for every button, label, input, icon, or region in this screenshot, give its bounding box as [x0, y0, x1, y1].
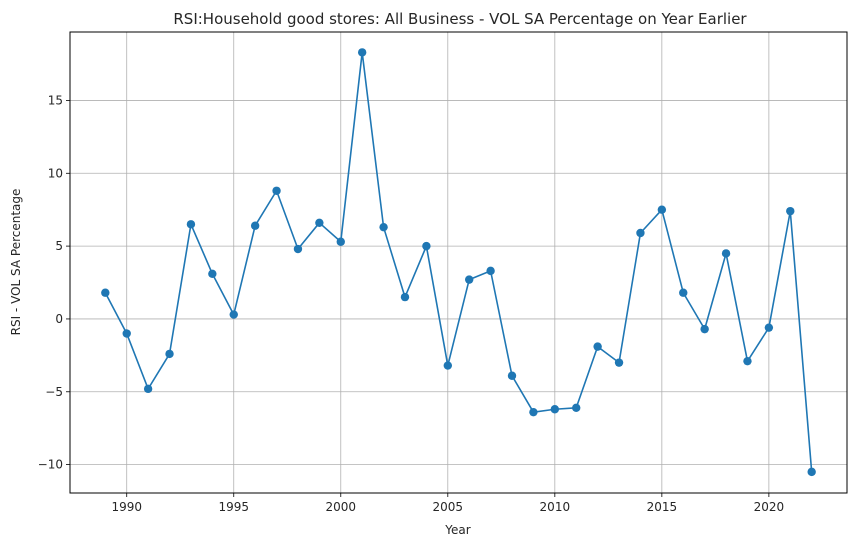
data-point — [186, 220, 196, 229]
y-tick-label: −5 — [45, 385, 63, 399]
data-point — [208, 269, 217, 278]
data-point — [165, 349, 174, 359]
data-point — [143, 384, 153, 394]
data-point — [357, 48, 367, 57]
data-point — [101, 288, 110, 297]
x-axis: 1990 1995 2000 2005 2010 2015 2020 — [111, 493, 784, 514]
data-point — [657, 205, 667, 214]
y-tick-label: 15 — [48, 93, 63, 107]
grid — [70, 32, 847, 493]
data-point — [743, 356, 752, 366]
data-point — [229, 310, 238, 319]
data-point — [400, 292, 410, 302]
y-tick-label: 5 — [55, 239, 63, 253]
data-point — [786, 206, 795, 216]
series-line — [104, 51, 813, 472]
x-tick-label: 1995 — [218, 500, 249, 514]
data-point — [636, 228, 645, 238]
y-axis: −10 −5 0 5 10 15 — [38, 93, 70, 472]
data-point — [721, 249, 731, 258]
series-layer — [101, 48, 816, 477]
chart-title: RSI:Household good stores: All Business … — [173, 10, 747, 28]
y-tick-label: 10 — [48, 166, 63, 180]
data-point — [422, 241, 431, 251]
data-point — [250, 221, 260, 230]
data-point — [572, 403, 581, 412]
data-point — [614, 358, 624, 367]
x-tick-label: 2000 — [325, 500, 356, 514]
data-point — [529, 407, 538, 417]
data-point — [293, 244, 303, 254]
data-point — [550, 405, 560, 414]
y-axis-label: RSI - VOL SA Percentage — [9, 189, 23, 336]
data-point — [807, 467, 816, 477]
data-point — [336, 237, 345, 246]
data-point — [315, 218, 324, 228]
x-tick-label: 2015 — [647, 500, 678, 514]
y-tick-label: 0 — [55, 312, 63, 326]
data-point — [465, 275, 474, 284]
data-point — [593, 342, 602, 351]
data-point — [764, 323, 774, 332]
data-point — [379, 222, 388, 232]
data-point — [122, 329, 131, 338]
data-point — [272, 186, 281, 195]
data-point — [679, 288, 688, 297]
x-tick-label: 2010 — [540, 500, 571, 514]
x-axis-label: Year — [444, 523, 470, 537]
data-point — [507, 371, 517, 380]
data-point — [443, 361, 452, 370]
x-tick-label: 2020 — [754, 500, 785, 514]
x-tick-label: 2005 — [433, 500, 464, 514]
data-point — [700, 324, 709, 334]
plot-frame — [69, 31, 848, 494]
x-tick-label: 1990 — [111, 500, 142, 514]
data-point — [486, 266, 495, 276]
y-tick-label: −10 — [38, 458, 63, 472]
